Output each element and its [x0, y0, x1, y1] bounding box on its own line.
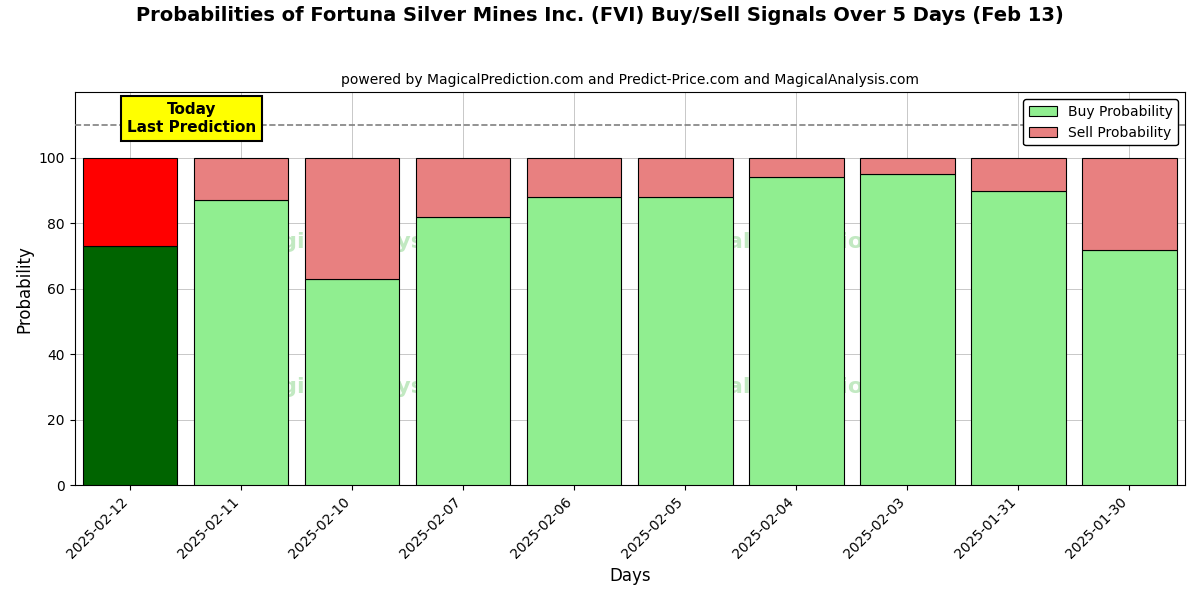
Bar — [416, 217, 510, 485]
Bar — [527, 158, 622, 197]
Bar — [860, 158, 955, 174]
Text: MagicalAnalysis.com: MagicalAnalysis.com — [244, 377, 505, 397]
Y-axis label: Probability: Probability — [16, 245, 34, 333]
Bar — [638, 197, 732, 485]
Text: MagicalPrediction.com: MagicalPrediction.com — [654, 232, 940, 251]
Bar — [971, 191, 1066, 485]
Bar — [83, 158, 178, 246]
X-axis label: Days: Days — [610, 567, 650, 585]
Text: Today
Last Prediction: Today Last Prediction — [127, 103, 256, 135]
Bar — [971, 158, 1066, 191]
Legend: Buy Probability, Sell Probability: Buy Probability, Sell Probability — [1024, 99, 1178, 145]
Text: MagicalAnalysis.com: MagicalAnalysis.com — [244, 232, 505, 251]
Bar — [1082, 158, 1177, 250]
Bar — [194, 158, 288, 200]
Bar — [305, 158, 400, 279]
Bar — [527, 197, 622, 485]
Text: MagicalPrediction.com: MagicalPrediction.com — [654, 377, 940, 397]
Bar — [194, 200, 288, 485]
Bar — [416, 158, 510, 217]
Bar — [83, 246, 178, 485]
Text: Probabilities of Fortuna Silver Mines Inc. (FVI) Buy/Sell Signals Over 5 Days (F: Probabilities of Fortuna Silver Mines In… — [136, 6, 1064, 25]
Bar — [749, 158, 844, 178]
Title: powered by MagicalPrediction.com and Predict-Price.com and MagicalAnalysis.com: powered by MagicalPrediction.com and Pre… — [341, 73, 919, 87]
Bar — [305, 279, 400, 485]
Bar — [749, 178, 844, 485]
Bar — [638, 158, 732, 197]
Bar — [860, 174, 955, 485]
Bar — [1082, 250, 1177, 485]
